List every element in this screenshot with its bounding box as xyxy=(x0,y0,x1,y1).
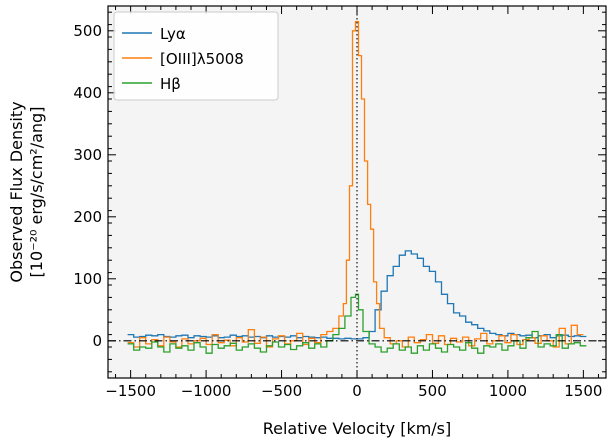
y-axis-label-line1: Observed Flux Density xyxy=(7,101,26,282)
legend-label-lya: Lyα xyxy=(160,25,186,43)
x-tick-label: −1500 xyxy=(105,382,156,400)
y-axis-label-line2: [10⁻²⁰ erg/s/cm²/ang] xyxy=(27,107,46,278)
y-tick-label: 0 xyxy=(92,332,102,350)
legend: Lyα [OIII]λ5008 Hβ xyxy=(113,11,279,101)
x-tick-label: −1000 xyxy=(181,382,232,400)
legend-label-oiii: [OIII]λ5008 xyxy=(160,50,244,68)
x-tick-label: 0 xyxy=(352,382,362,400)
reference-lines xyxy=(108,6,606,378)
y-tick-label: 100 xyxy=(73,270,102,288)
y-tick-label: 300 xyxy=(73,146,102,164)
series-line-0 xyxy=(127,250,587,340)
x-tick-label: 1000 xyxy=(489,382,527,400)
y-tick-label: 400 xyxy=(73,84,102,102)
y-tick-label: 500 xyxy=(73,22,102,40)
x-tick-label: −500 xyxy=(261,382,302,400)
x-axis-label: Relative Velocity [km/s] xyxy=(263,419,452,438)
x-tick-label: 1500 xyxy=(564,382,602,400)
legend-box xyxy=(113,11,279,101)
y-tick-label: 200 xyxy=(73,208,102,226)
legend-label-hbeta: Hβ xyxy=(160,75,181,93)
x-tick-label: 500 xyxy=(418,382,447,400)
axis-ticks: −1500 −1000 −500 0 500 1000 1500 0 100 200 300 400 5… xyxy=(73,6,606,400)
series-line-1 xyxy=(127,20,584,348)
